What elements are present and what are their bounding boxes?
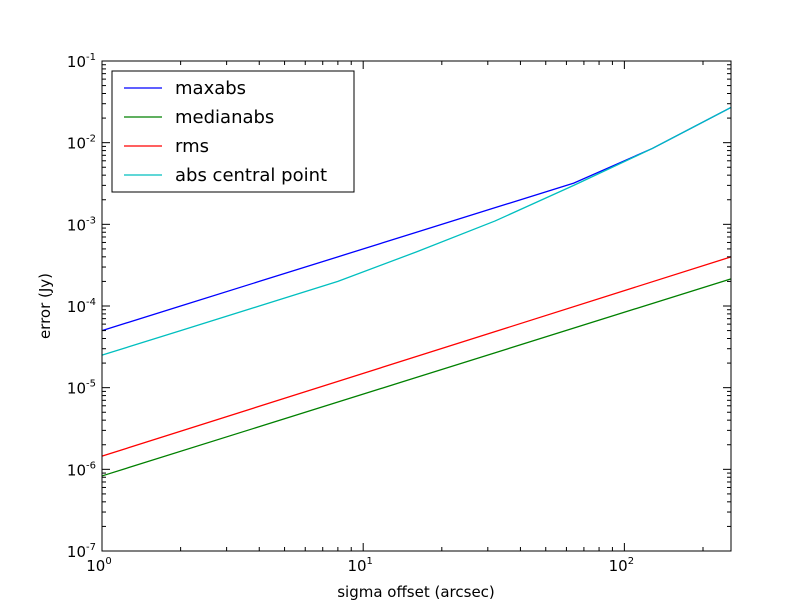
series-line-abs-central-point: [101, 106, 732, 356]
ticks-layer: 100 101 102 10-7 10-6 10-5 10-4 10-3 10-2 10-1: [67, 52, 731, 575]
y-tick-label: 10-1: [67, 52, 96, 71]
y-tick-label: 10-4: [67, 297, 96, 316]
plot-frame: [101, 60, 732, 552]
legend-label: rms: [175, 136, 209, 157]
y-tick-label: 10-7: [67, 542, 96, 561]
x-tick-label: 100: [86, 556, 111, 575]
y-tick-label: 10-3: [67, 215, 96, 234]
y-axis-label: error (Jy): [36, 273, 54, 339]
y-tick-label: 10-6: [67, 460, 96, 479]
y-tick-label: 10-5: [67, 379, 96, 398]
x-axis-label: sigma offset (arcsec): [337, 583, 495, 601]
legend: maxabs medianabs rms abs central point: [111, 70, 355, 193]
series-line-medianabs: [101, 278, 732, 477]
legend-label: abs central point: [175, 165, 327, 186]
x-tick-label: 101: [347, 556, 372, 575]
series-layer: [101, 106, 732, 477]
legend-label: maxabs: [175, 78, 246, 99]
series-line-rms: [101, 256, 732, 457]
legend-box: [111, 70, 355, 193]
legend-label: medianabs: [175, 107, 274, 128]
y-tick-label: 10-2: [67, 134, 96, 153]
series-line-maxabs: [101, 106, 732, 332]
x-tick-label: 102: [609, 556, 634, 575]
